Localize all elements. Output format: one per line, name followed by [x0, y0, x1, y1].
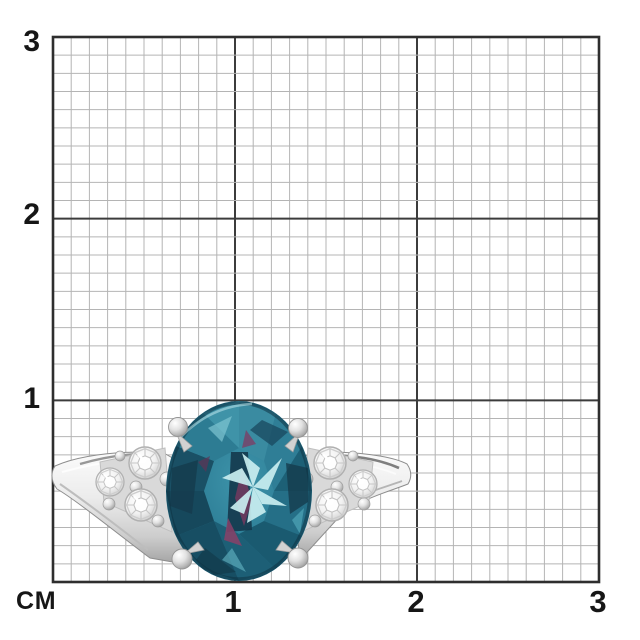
x-axis-tick-3: 3 [589, 584, 607, 619]
unit-label-cm: СМ [16, 587, 57, 615]
metal-bead [357, 497, 371, 511]
metal-bead [308, 514, 322, 528]
y-axis-tick-2: 2 [23, 198, 40, 231]
accent-diamond [312, 445, 348, 481]
center-gemstone [166, 401, 312, 581]
accent-diamond [127, 445, 163, 481]
metal-bead [114, 450, 126, 462]
y-axis-tick-1: 1 [23, 382, 40, 415]
accent-diamond [123, 487, 159, 523]
prong-ball [288, 418, 308, 438]
y-axis-tick-3: 3 [23, 25, 40, 58]
metal-bead [151, 514, 165, 528]
accent-diamond [314, 487, 350, 523]
x-axis-tick-1: 1 [224, 584, 242, 619]
accent-diamond [94, 466, 126, 498]
metal-bead [102, 497, 116, 511]
accent-diamond [347, 468, 379, 500]
prongs [168, 417, 309, 570]
ring-photo [51, 401, 412, 581]
prong-ball [168, 417, 188, 437]
prong-ball [171, 548, 193, 570]
x-axis-tick-2: 2 [407, 584, 425, 619]
metal-bead [347, 450, 359, 462]
prong-ball [287, 547, 309, 569]
grid-border [51, 35, 601, 584]
